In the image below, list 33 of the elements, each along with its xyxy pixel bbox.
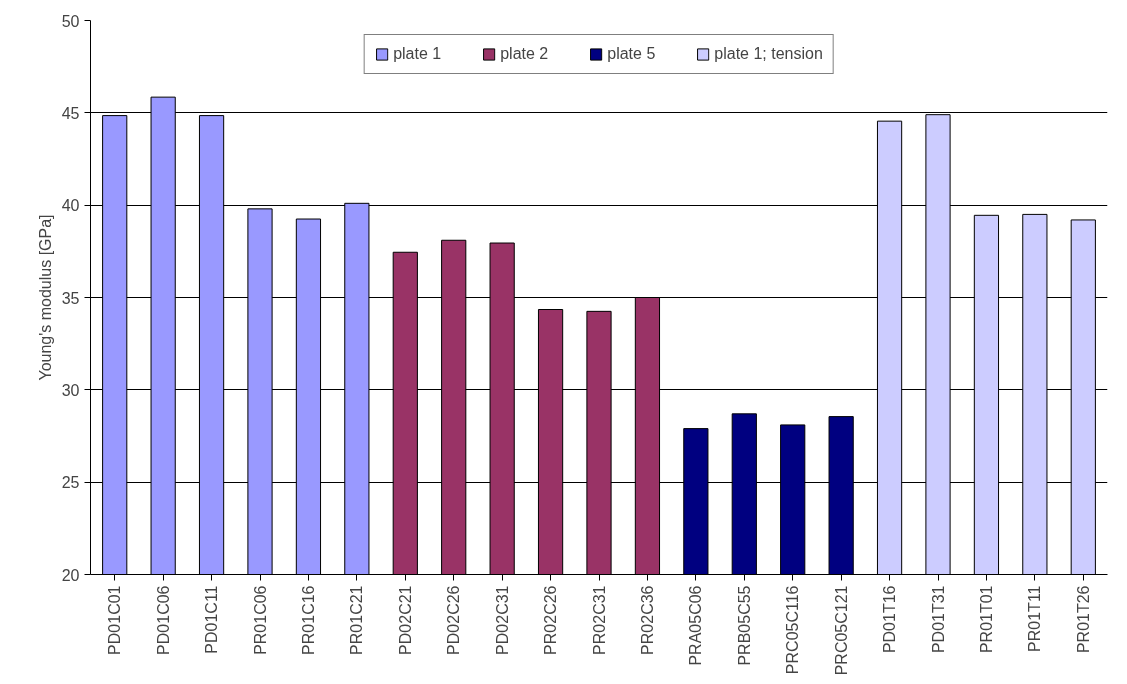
x-tick-label: PD01C11	[203, 585, 221, 654]
x-tick-label: PD02C21	[396, 585, 414, 655]
x-tick-label: PRB05C55	[735, 585, 753, 666]
x-tick-label: PD01T31	[929, 585, 947, 654]
x-tick-label: PR02C36	[638, 585, 656, 655]
y-tick-label: 50	[61, 12, 80, 30]
legend-label: plate 1	[393, 45, 442, 63]
y-tick-label: 40	[61, 197, 80, 215]
x-tick-label: PD01C06	[154, 585, 172, 655]
x-tick-label: PR01T26	[1074, 585, 1092, 654]
legend-label: plate 2	[500, 45, 549, 63]
y-tick-label: 35	[61, 289, 80, 307]
legend-label: plate 5	[607, 45, 656, 63]
y-tick-label: 45	[61, 104, 80, 122]
x-tick-label: PR01T01	[977, 585, 995, 654]
x-tick-label: PRC05C116	[784, 585, 802, 675]
x-tick-label: PR02C26	[542, 585, 560, 655]
y-tick-label: 20	[61, 566, 80, 584]
x-tick-label: PRC05C121	[832, 585, 850, 676]
x-tick-label: PD01T16	[881, 585, 899, 654]
x-tick-label: PR01C06	[251, 585, 269, 655]
x-tick-label: PR01T11	[1026, 585, 1044, 652]
y-tick-label: 30	[61, 381, 80, 399]
x-tick-label: PD01C01	[106, 585, 124, 655]
x-tick-label: PRA05C06	[687, 585, 705, 666]
x-tick-label: PR02C31	[590, 585, 608, 655]
legend-label: plate 1; tension	[714, 45, 823, 63]
x-tick-label: PR01C21	[348, 585, 366, 655]
x-tick-label: PD02C31	[493, 585, 511, 655]
y-axis-title: Young's modulus [GPa]	[36, 214, 54, 381]
x-tick-label: PD02C26	[445, 585, 463, 655]
y-tick-label: 25	[61, 474, 80, 492]
x-tick-label: PR01C16	[299, 585, 317, 655]
